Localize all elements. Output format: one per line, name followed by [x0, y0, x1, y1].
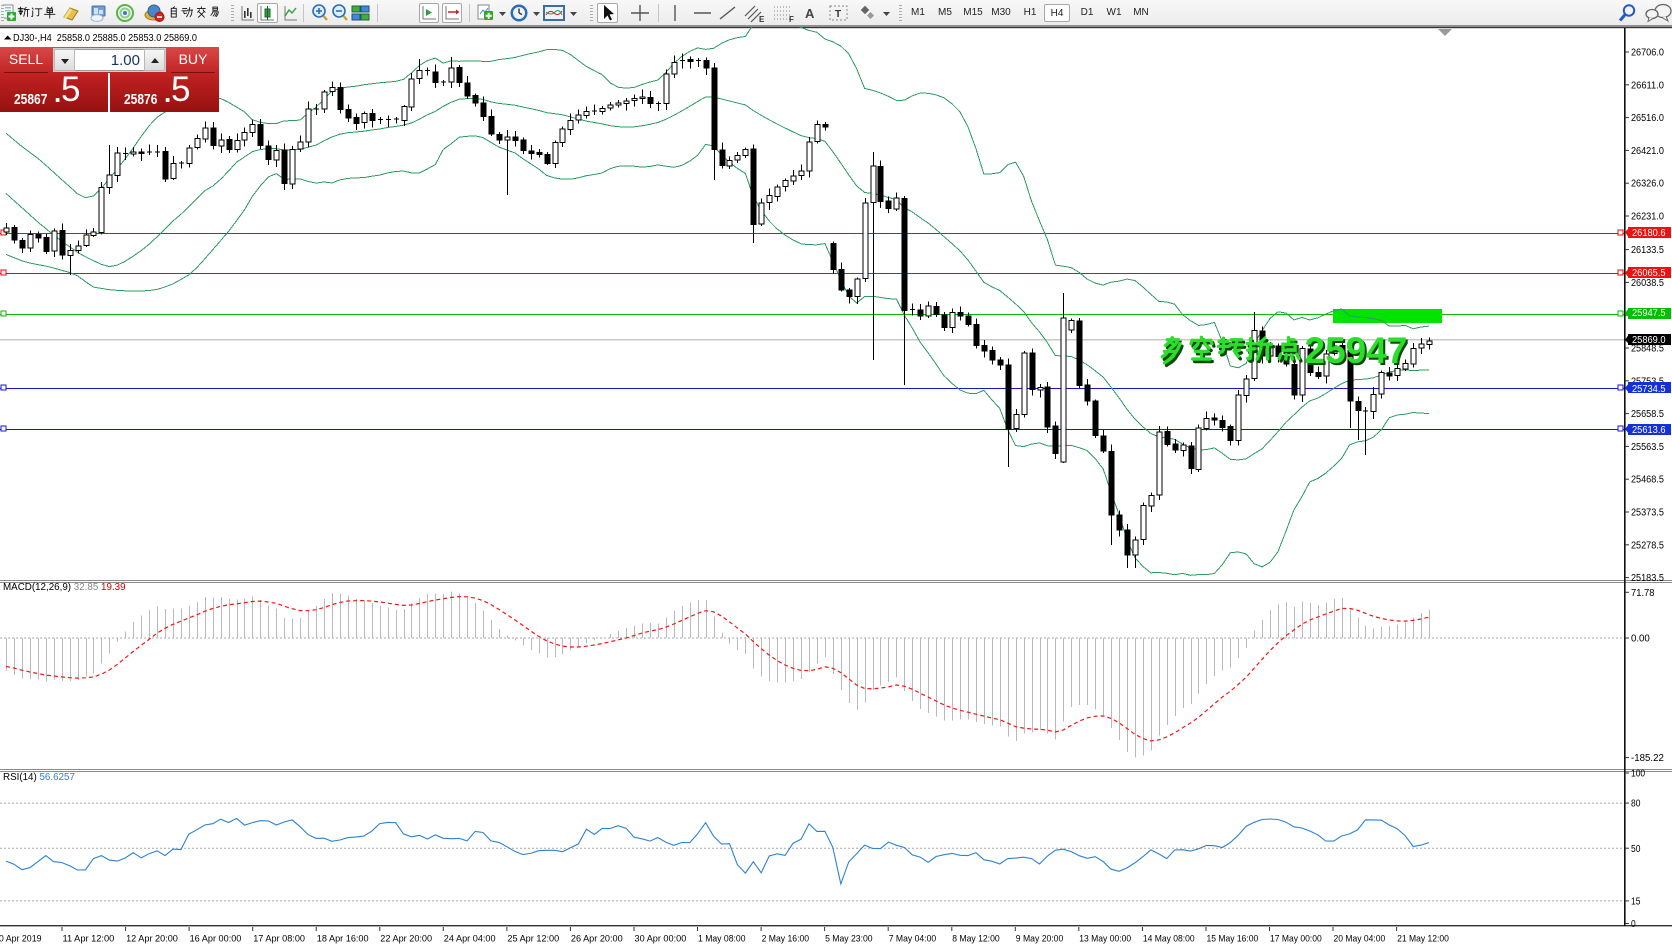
- svg-text:25468.5: 25468.5: [1631, 475, 1664, 486]
- svg-text:22 Apr 20:00: 22 Apr 20:00: [380, 934, 432, 945]
- svg-text:24 Apr 04:00: 24 Apr 04:00: [444, 934, 496, 945]
- svg-text:26706.0: 26706.0: [1631, 48, 1664, 59]
- svg-text:2 May 16:00: 2 May 16:00: [762, 934, 810, 945]
- svg-text:26065.5: 26065.5: [1632, 268, 1666, 279]
- svg-text:71.78: 71.78: [1631, 588, 1655, 599]
- svg-text:E: E: [759, 15, 765, 24]
- svg-text:26611.0: 26611.0: [1631, 80, 1664, 91]
- svg-text:26516.0: 26516.0: [1631, 113, 1664, 124]
- svg-text:17 May 00:00: 17 May 00:00: [1270, 934, 1322, 945]
- svg-text:26133.5: 26133.5: [1631, 245, 1664, 256]
- svg-text:26180.6: 26180.6: [1632, 228, 1666, 239]
- svg-text:12 Apr 20:00: 12 Apr 20:00: [126, 934, 178, 945]
- svg-text:13 May 00:00: 13 May 00:00: [1079, 934, 1131, 945]
- svg-text:26326.0: 26326.0: [1631, 179, 1664, 190]
- svg-text:16 Apr 00:00: 16 Apr 00:00: [190, 934, 242, 945]
- svg-text:30 Apr 00:00: 30 Apr 00:00: [635, 934, 687, 945]
- svg-text:25947.5: 25947.5: [1632, 308, 1666, 319]
- svg-text:15 May 16:00: 15 May 16:00: [1207, 934, 1259, 945]
- svg-text:50: 50: [1631, 844, 1641, 855]
- svg-text:25947: 25947: [1307, 332, 1410, 373]
- svg-text:5 May 23:00: 5 May 23:00: [825, 934, 873, 945]
- svg-text:26421.0: 26421.0: [1631, 146, 1664, 157]
- svg-text:25848.5: 25848.5: [1631, 344, 1664, 355]
- svg-text:17 Apr 08:00: 17 Apr 08:00: [253, 934, 305, 945]
- svg-text:100: 100: [1631, 769, 1646, 780]
- svg-text:0.00: 0.00: [1631, 634, 1650, 645]
- svg-text:MACD(12,26,9) 32.85 19.39: MACD(12,26,9) 32.85 19.39: [3, 582, 126, 593]
- svg-text:15: 15: [1631, 896, 1640, 907]
- svg-text:18 Apr 16:00: 18 Apr 16:00: [317, 934, 369, 945]
- svg-text:10 Apr 2019: 10 Apr 2019: [0, 934, 42, 945]
- svg-text:-185.22: -185.22: [1631, 753, 1664, 764]
- svg-text:25753.5: 25753.5: [1631, 376, 1664, 387]
- svg-text:25869.0: 25869.0: [1632, 335, 1666, 346]
- svg-text:1 May 08:00: 1 May 08:00: [698, 934, 746, 945]
- svg-text:RSI(14) 56.6257: RSI(14) 56.6257: [3, 772, 75, 783]
- svg-text:7 May 04:00: 7 May 04:00: [889, 934, 937, 945]
- svg-text:25 Apr 12:00: 25 Apr 12:00: [507, 934, 559, 945]
- svg-text:26 Apr 20:00: 26 Apr 20:00: [571, 934, 623, 945]
- svg-text:80: 80: [1631, 799, 1641, 810]
- svg-text:11 Apr 12:00: 11 Apr 12:00: [63, 934, 115, 945]
- svg-text:9 May 20:00: 9 May 20:00: [1016, 934, 1064, 945]
- svg-text:0: 0: [1631, 919, 1636, 930]
- svg-text:T: T: [835, 9, 841, 20]
- svg-text:25613.6: 25613.6: [1632, 425, 1666, 436]
- svg-text:25658.5: 25658.5: [1631, 409, 1664, 420]
- svg-text:25183.5: 25183.5: [1631, 573, 1664, 584]
- svg-text:21 May 12:00: 21 May 12:00: [1397, 934, 1449, 945]
- svg-text:25278.5: 25278.5: [1631, 540, 1664, 551]
- svg-text:25373.5: 25373.5: [1631, 508, 1664, 519]
- svg-text:25734.5: 25734.5: [1632, 384, 1666, 395]
- svg-text:25947: 25947: [1305, 330, 1408, 371]
- svg-text:26231.0: 26231.0: [1631, 212, 1664, 223]
- svg-text:14 May 08:00: 14 May 08:00: [1143, 934, 1195, 945]
- svg-text:DJ30-,H4 25858.0 25885.0 2585: DJ30-,H4 25858.0 25885.0 25853.0 25869.0: [13, 33, 198, 44]
- svg-text:26038.5: 26038.5: [1631, 278, 1664, 289]
- svg-text:25563.5: 25563.5: [1631, 442, 1664, 453]
- svg-text:20 May 04:00: 20 May 04:00: [1334, 934, 1386, 945]
- svg-text:F: F: [789, 15, 794, 24]
- svg-text:8 May 12:00: 8 May 12:00: [952, 934, 1000, 945]
